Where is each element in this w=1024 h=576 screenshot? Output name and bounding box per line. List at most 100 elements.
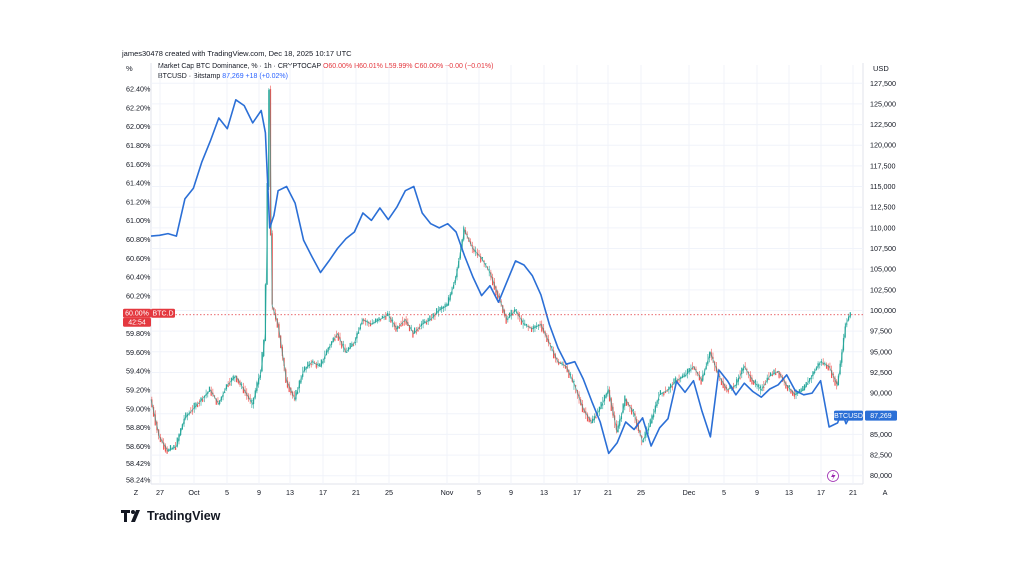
dominance-candle-body bbox=[564, 365, 567, 369]
dominance-candle-body bbox=[581, 404, 584, 413]
dominance-candle-body bbox=[317, 363, 319, 365]
dominance-candle-body bbox=[251, 399, 253, 402]
tradingview-logo-text: TradingView bbox=[147, 509, 221, 523]
dominance-candle-body bbox=[792, 390, 794, 396]
dominance-candles bbox=[151, 85, 851, 454]
tradingview-logo-icon bbox=[121, 510, 140, 522]
btcd-countdown-badge-box bbox=[123, 317, 151, 327]
dominance-candle-body bbox=[441, 306, 443, 310]
dominance-candle-body bbox=[788, 385, 790, 388]
right-tick-label: 97,500 bbox=[870, 327, 892, 336]
time-tick-label: 5 bbox=[722, 488, 726, 497]
dominance-candle-body bbox=[190, 412, 192, 414]
left-tick-label: 59.40% bbox=[126, 367, 151, 376]
dominance-candle-body bbox=[230, 377, 233, 382]
dominance-candle-body bbox=[361, 322, 363, 325]
dominance-candle-body bbox=[763, 387, 765, 388]
dominance-candle-body bbox=[400, 325, 402, 327]
dominance-candle-body bbox=[790, 389, 792, 394]
dominance-candle-body bbox=[720, 378, 723, 386]
dominance-candle-body bbox=[480, 256, 482, 262]
btcusd-label-badge-box bbox=[834, 410, 863, 421]
time-tick-label: 25 bbox=[385, 488, 393, 497]
left-tick-label: 62.00% bbox=[126, 122, 151, 131]
dominance-candle-body bbox=[798, 389, 801, 393]
dominance-candle-body bbox=[286, 380, 289, 388]
right-tick-label: 100,000 bbox=[870, 306, 896, 315]
dominance-candle-body bbox=[320, 359, 322, 367]
right-tick-label: 102,500 bbox=[870, 285, 896, 294]
right-tick-label: 125,000 bbox=[870, 99, 896, 108]
dominance-candle-body bbox=[336, 336, 338, 338]
dominance-candle-body bbox=[308, 365, 311, 366]
dominance-candle-body bbox=[381, 315, 383, 319]
btcusd-line bbox=[150, 99, 852, 455]
dominance-candle-body bbox=[659, 390, 662, 395]
dominance-candle-body bbox=[358, 332, 360, 334]
dominance-candle-body bbox=[810, 377, 812, 379]
dominance-candle-body bbox=[217, 401, 219, 403]
dominance-candle-body bbox=[644, 431, 646, 438]
dominance-candle-body bbox=[663, 392, 665, 396]
dominance-candle-body bbox=[639, 430, 641, 434]
dominance-candle-body bbox=[625, 399, 628, 406]
right-tick-label: 80,000 bbox=[870, 471, 892, 480]
dominance-candle-body bbox=[475, 250, 477, 252]
tradingview-logo[interactable]: TradingView bbox=[121, 509, 220, 523]
time-tick-label: Z bbox=[134, 488, 139, 497]
dominance-candle-body bbox=[575, 385, 577, 387]
dominance-candle-body bbox=[686, 368, 689, 374]
dominance-candle-body bbox=[166, 448, 168, 454]
legend-btcusd-row[interactable]: BTCUSD · Bitstamp 87,269 +18 (+0.02%) bbox=[158, 72, 493, 82]
dominance-candle-body bbox=[768, 378, 770, 380]
dominance-candle-body bbox=[756, 384, 758, 385]
right-tick-label: 115,000 bbox=[870, 182, 895, 191]
dominance-candle-body bbox=[191, 410, 194, 412]
dominance-candle-body bbox=[419, 327, 421, 330]
dominance-candle-body bbox=[569, 373, 572, 375]
chart-credit: james30478 created with TradingView.com,… bbox=[122, 49, 352, 58]
dominance-candle-body bbox=[352, 344, 355, 346]
dominance-candle-body bbox=[385, 316, 387, 320]
dominance-candle-body bbox=[288, 384, 290, 393]
legend-btcusd-values: 87,269 +18 (+0.02%) bbox=[222, 73, 288, 80]
dominance-candle-body bbox=[807, 383, 809, 385]
dominance-candle-body bbox=[532, 326, 534, 329]
dominance-candle-body bbox=[771, 374, 773, 377]
left-tick-label: 58.60% bbox=[126, 442, 151, 451]
dominance-candle-body bbox=[595, 417, 597, 419]
dominance-candle-body bbox=[753, 380, 755, 385]
dominance-candle-body bbox=[224, 392, 226, 393]
legend-dominance-title: Market Cap BTC Dominance, % bbox=[158, 63, 258, 70]
dominance-candle-body bbox=[681, 375, 684, 378]
dominance-candle-body bbox=[307, 361, 309, 368]
dominance-candle-body bbox=[827, 365, 829, 371]
dominance-candle-body bbox=[549, 342, 551, 344]
dominance-candle-body bbox=[793, 392, 795, 397]
btcusd-value-badge-box bbox=[865, 410, 897, 421]
dominance-candle-body bbox=[561, 362, 563, 364]
dominance-candle-body bbox=[295, 389, 297, 400]
time-tick-label: 21 bbox=[849, 488, 857, 497]
left-tick-label: 59.00% bbox=[126, 404, 151, 413]
dominance-candle-body bbox=[227, 385, 229, 387]
left-tick-label: 59.80% bbox=[126, 329, 151, 338]
dominance-candle-body bbox=[846, 323, 848, 325]
dominance-candle-body bbox=[405, 319, 407, 325]
dominance-candle-body bbox=[624, 395, 626, 406]
dominance-candle-body bbox=[732, 387, 734, 389]
dominance-candle-body bbox=[786, 385, 789, 391]
dominance-candle-body bbox=[775, 373, 777, 376]
dominance-candle-body bbox=[173, 445, 175, 449]
time-tick-label: 21 bbox=[604, 488, 612, 497]
dominance-candle-body bbox=[398, 326, 400, 329]
dominance-candle-body bbox=[802, 386, 804, 391]
btcusd-value-badge: 87,269 bbox=[865, 410, 897, 421]
lightning-icon bbox=[827, 470, 839, 482]
dominance-candle-body bbox=[164, 445, 167, 452]
dominance-candle-body bbox=[524, 323, 526, 325]
time-tick-label: Nov bbox=[441, 488, 454, 497]
right-tick-label: 122,500 bbox=[870, 120, 896, 129]
dominance-candle-body bbox=[849, 312, 851, 317]
